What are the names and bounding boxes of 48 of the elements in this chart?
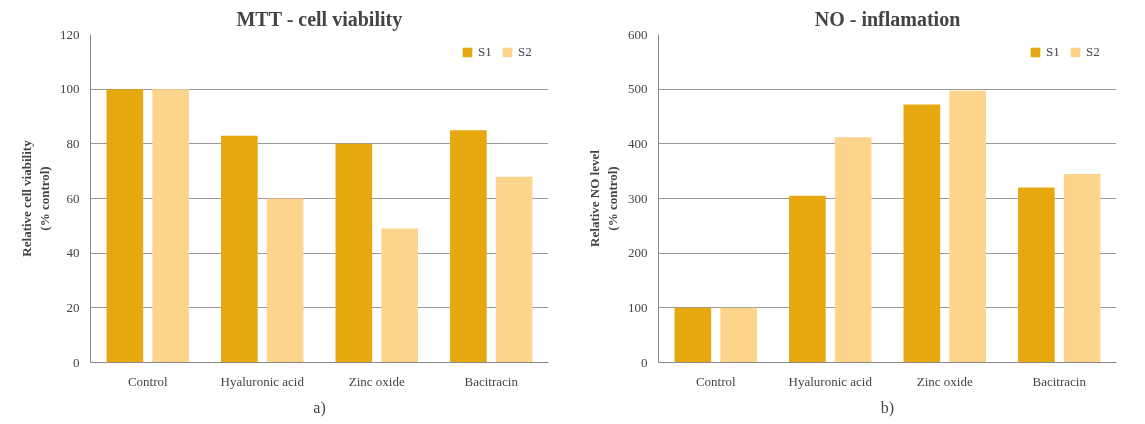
legend-label: S2 — [518, 44, 533, 60]
y-tick-label: 100 — [628, 299, 648, 315]
bar — [1018, 187, 1055, 363]
x-tick-label: Hyaluronic acid — [788, 373, 873, 389]
y-tick-label: 0 — [641, 354, 648, 370]
x-tick-label: Control — [695, 373, 736, 389]
x-tick-label: Zinc oxide — [916, 373, 973, 389]
chart-title: MTT - cell viability — [236, 7, 403, 31]
legend-label: S1 — [1046, 44, 1061, 60]
legend-label: S2 — [1086, 44, 1101, 60]
bar — [450, 130, 487, 363]
bar — [834, 137, 872, 363]
bar — [381, 228, 418, 363]
chart-title: NO - inflamation — [814, 7, 961, 30]
bar — [903, 104, 941, 363]
bar — [789, 195, 826, 363]
y-tick-label: 200 — [628, 245, 648, 261]
y-tick-label: 400 — [628, 135, 648, 151]
bar — [221, 135, 258, 363]
y-axis-title: Relative cell viability (% control) — [19, 139, 52, 257]
bar — [1063, 173, 1101, 363]
y-tick-label: 40 — [66, 245, 80, 261]
x-tick-label: Bacitracin — [1032, 373, 1087, 389]
x-tick-label: Bacitracin — [464, 373, 519, 389]
bar — [495, 176, 533, 363]
text: a) — [313, 398, 326, 417]
legend-label: S1 — [478, 44, 493, 60]
bar — [720, 307, 757, 363]
y-tick-label: 100 — [60, 81, 80, 97]
bar — [266, 198, 304, 363]
y-axis-title: Relative NO level (% control) — [587, 149, 620, 247]
bar — [674, 307, 712, 363]
x-tick-label: Zinc oxide — [348, 373, 405, 389]
bar — [106, 89, 144, 363]
y-tick-label: 0 — [73, 354, 80, 370]
x-tick-label: Hyaluronic acid — [220, 373, 305, 389]
x-tick-label: Control — [127, 373, 168, 389]
y-tick-label: 300 — [628, 190, 648, 206]
y-tick-label: 20 — [66, 299, 80, 315]
y-tick-label: 120 — [60, 26, 80, 42]
y-tick-label: 80 — [66, 135, 80, 151]
bar — [152, 89, 189, 363]
bar — [335, 143, 373, 363]
y-tick-label: 600 — [628, 26, 648, 42]
bar — [949, 90, 986, 363]
y-tick-label: 60 — [66, 190, 80, 206]
text: b) — [880, 398, 895, 417]
y-tick-label: 500 — [628, 81, 648, 97]
